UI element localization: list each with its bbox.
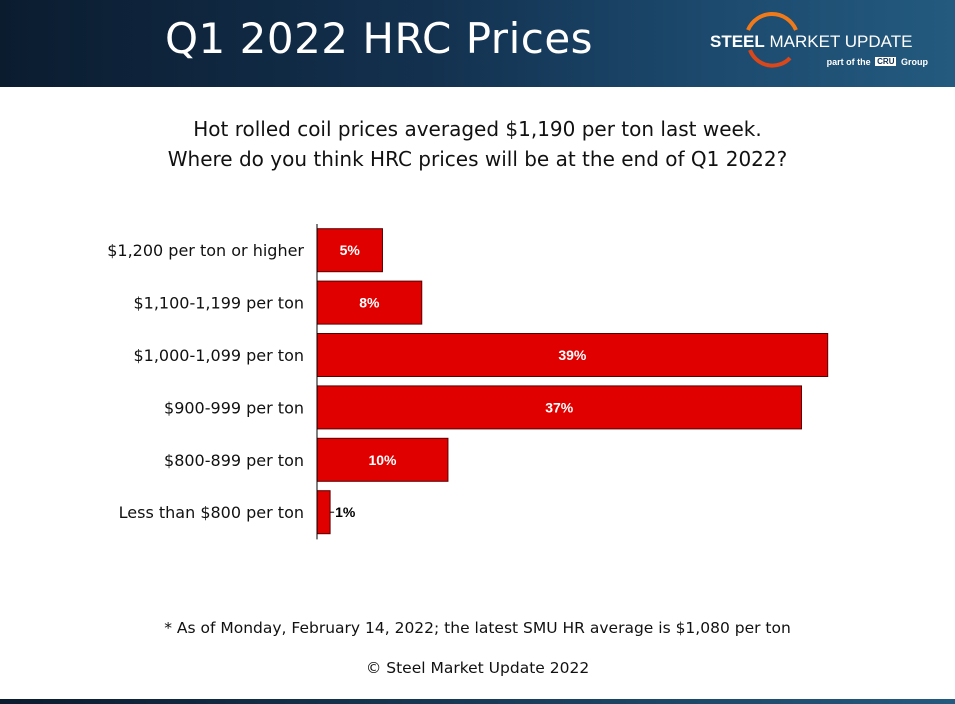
bottom-bar — [0, 699, 955, 704]
category-label: $1,100-1,199 per ton — [133, 294, 304, 313]
logo-sub-suffix: Group — [901, 57, 928, 67]
header-banner: Q1 2022 HRC Prices STEEL MARKET UPDATE p… — [0, 0, 955, 87]
data-label: 5% — [340, 242, 361, 258]
bar — [316, 437, 449, 482]
category-label: $900-999 per ton — [164, 398, 304, 417]
data-label: 37% — [545, 399, 574, 415]
chart-subtitle: Hot rolled coil prices averaged $1,190 p… — [0, 114, 955, 174]
category-label: $1,200 per ton or higher — [107, 241, 304, 260]
bar — [316, 280, 423, 325]
logo-tagline: part of the CRU Group — [827, 57, 928, 67]
page-title: Q1 2022 HRC Prices — [165, 14, 594, 63]
subtitle-line-1: Hot rolled coil prices averaged $1,190 p… — [193, 117, 762, 141]
bar-chart: $1,200 per ton or higher 5% $1,100-1,199 p… — [107, 224, 829, 540]
category-label: Less than $800 per ton — [119, 503, 304, 522]
category-label: $800-899 per ton — [164, 451, 304, 470]
footnote: * As of Monday, February 14, 2022; the l… — [164, 619, 791, 637]
data-label: 8% — [359, 295, 380, 311]
logo-sub-prefix: part of the — [826, 57, 871, 67]
data-label: 39% — [558, 347, 587, 363]
copyright: © Steel Market Update 2022 — [365, 659, 590, 677]
logo-swoosh-icon — [746, 12, 798, 68]
logo-cru-badge: CRU — [875, 57, 897, 66]
subtitle-line-2: Where do you think HRC prices will be at… — [167, 147, 788, 171]
data-label: 1% — [335, 504, 356, 520]
data-label: 10% — [368, 452, 397, 468]
category-label: $1,000-1,099 per ton — [133, 346, 304, 365]
logo-brand-bold: STEEL — [710, 32, 765, 51]
steel-market-update-logo: STEEL MARKET UPDATE part of the CRU Grou… — [710, 8, 945, 78]
bar — [316, 490, 331, 535]
logo-brand-rest: MARKET UPDATE — [764, 32, 913, 51]
logo-wordmark: STEEL MARKET UPDATE — [710, 32, 912, 52]
